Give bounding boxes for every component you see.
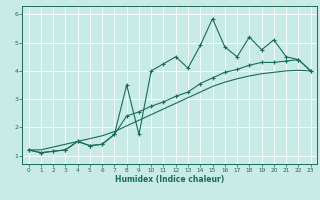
X-axis label: Humidex (Indice chaleur): Humidex (Indice chaleur) bbox=[115, 175, 224, 184]
